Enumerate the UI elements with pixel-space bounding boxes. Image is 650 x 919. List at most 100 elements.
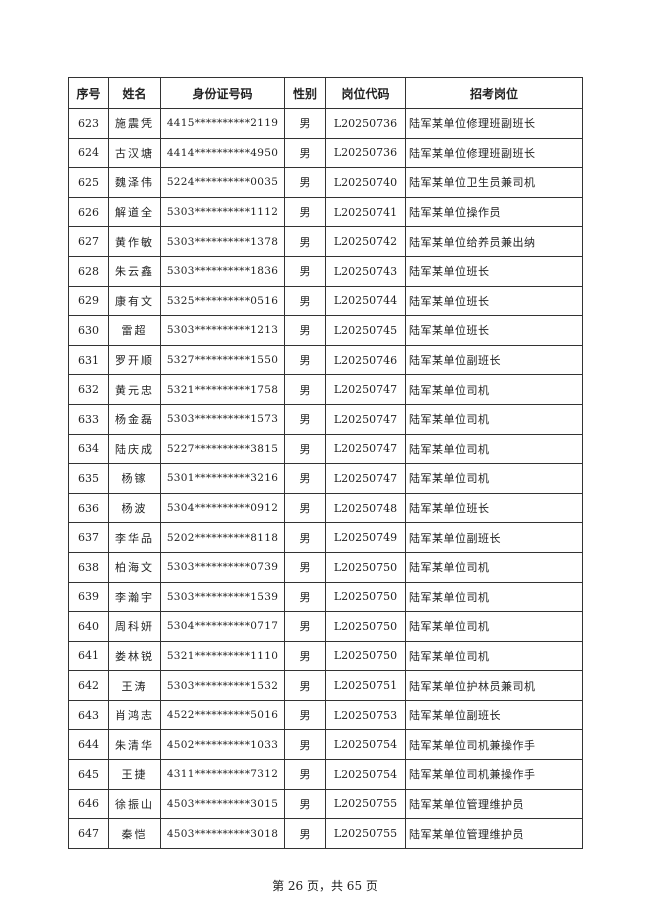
cell-name: 杨镓	[108, 463, 161, 494]
cell-gender: 男	[284, 492, 326, 524]
cell-name: 朱清华	[108, 729, 161, 761]
cell-post: 陆军某单位司机	[405, 463, 583, 494]
cell-id-number: 5303**********1539	[160, 581, 285, 613]
cell-post: 陆军某单位班长	[405, 285, 583, 317]
header-post: 招考岗位	[405, 77, 583, 109]
cell-post-code: L20250745	[325, 315, 406, 346]
cell-gender: 男	[284, 640, 326, 672]
cell-post: 陆军某单位给养员兼出纳	[405, 226, 583, 257]
cell-index: 625	[68, 167, 109, 198]
table-row: 627 黄作敏 5303**********1378 男 L20250742 陆军某单位给…	[68, 226, 583, 257]
candidate-table: 序号 姓名 身份证号码 性别 岗位代码 招考岗位 623 施震凭 4415*****…	[68, 77, 583, 849]
cell-gender: 男	[284, 581, 326, 613]
cell-id-number: 5202**********8118	[160, 522, 285, 553]
cell-index: 623	[68, 108, 109, 139]
cell-index: 627	[68, 226, 109, 257]
cell-post: 陆军某单位管理维护员	[405, 788, 583, 820]
table-row: 639 李瀚宇 5303**********1539 男 L20250750 陆军某单位司…	[68, 581, 583, 613]
cell-index: 626	[68, 196, 109, 228]
cell-name: 黄元忠	[108, 374, 161, 405]
table-row: 641 娄林锐 5321**********1110 男 L20250750 陆军某单位司…	[68, 640, 583, 672]
cell-index: 641	[68, 640, 109, 672]
table-row: 628 朱云鑫 5303**********1836 男 L20250743 陆军某单位班…	[68, 255, 583, 287]
cell-index: 643	[68, 699, 109, 731]
table-row: 623 施震凭 4415**********2119 男 L20250736 陆军某单位修…	[68, 108, 583, 139]
cell-post: 陆军某单位修理班副班长	[405, 108, 583, 139]
cell-post: 陆军某单位操作员	[405, 196, 583, 228]
cell-id-number: 5327**********1550	[160, 344, 285, 376]
page-footer: 第 26 页，共 65 页	[272, 879, 378, 893]
cell-name: 肖鸿志	[108, 699, 161, 731]
cell-id-number: 4502**********1033	[160, 729, 285, 761]
table-row: 642 王涛 5303**********1532 男 L20250751 陆军某单位护林…	[68, 670, 583, 701]
table-row: 625 魏泽伟 5224**********0035 男 L20250740 陆军某单位卫…	[68, 167, 583, 198]
cell-post: 陆军某单位管理维护员	[405, 818, 583, 849]
cell-name: 杨金磊	[108, 403, 161, 435]
cell-gender: 男	[284, 403, 326, 435]
cell-post-code: L20250741	[325, 196, 406, 228]
cell-post: 陆军某单位班长	[405, 492, 583, 524]
cell-index: 633	[68, 403, 109, 435]
cell-name: 王捷	[108, 759, 161, 790]
cell-post-code: L20250747	[325, 403, 406, 435]
cell-gender: 男	[284, 374, 326, 405]
cell-id-number: 5325**********0516	[160, 285, 285, 317]
cell-id-number: 4311**********7312	[160, 759, 285, 790]
table-row: 636 杨波 5304**********0912 男 L20250748 陆军某单位班长	[68, 492, 583, 524]
cell-index: 624	[68, 137, 109, 169]
cell-id-number: 5224**********0035	[160, 167, 285, 198]
header-gender: 性别	[284, 77, 326, 109]
table-row: 640 周科妍 5304**********0717 男 L20250750 陆军某单位司…	[68, 611, 583, 642]
cell-name: 秦恺	[108, 818, 161, 849]
cell-post-code: L20250747	[325, 463, 406, 494]
cell-index: 632	[68, 374, 109, 405]
cell-gender: 男	[284, 522, 326, 553]
cell-name: 徐振山	[108, 788, 161, 820]
table-row: 629 康有文 5325**********0516 男 L20250744 陆军某单位班…	[68, 285, 583, 317]
cell-gender: 男	[284, 167, 326, 198]
cell-gender: 男	[284, 670, 326, 701]
cell-gender: 男	[284, 108, 326, 139]
table-row: 645 王捷 4311**********7312 男 L20250754 陆军某单位司机…	[68, 759, 583, 790]
cell-post-code: L20250755	[325, 818, 406, 849]
cell-index: 636	[68, 492, 109, 524]
table-row: 643 肖鸿志 4522**********5016 男 L20250753 陆军某单位副…	[68, 699, 583, 731]
cell-post-code: L20250755	[325, 788, 406, 820]
cell-gender: 男	[284, 551, 326, 583]
cell-post: 陆军某单位班长	[405, 255, 583, 287]
cell-id-number: 5303**********1378	[160, 226, 285, 257]
cell-name: 李华品	[108, 522, 161, 553]
cell-gender: 男	[284, 255, 326, 287]
cell-post: 陆军某单位司机兼操作手	[405, 759, 583, 790]
cell-post: 陆军某单位司机	[405, 433, 583, 465]
cell-post-code: L20250748	[325, 492, 406, 524]
cell-post-code: L20250742	[325, 226, 406, 257]
cell-gender: 男	[284, 729, 326, 761]
cell-post: 陆军某单位副班长	[405, 699, 583, 731]
cell-index: 638	[68, 551, 109, 583]
cell-post: 陆军某单位班长	[405, 315, 583, 346]
cell-name: 杨波	[108, 492, 161, 524]
cell-id-number: 5321**********1758	[160, 374, 285, 405]
table-row: 624 古汉塘 4414**********4950 男 L20250736 陆军某单位修…	[68, 137, 583, 169]
cell-post: 陆军某单位司机	[405, 581, 583, 613]
cell-index: 645	[68, 759, 109, 790]
cell-post-code: L20250750	[325, 551, 406, 583]
table-row: 638 柏海文 5303**********0739 男 L20250750 陆军某单位司…	[68, 551, 583, 583]
table-row: 632 黄元忠 5321**********1758 男 L20250747 陆军某单位司…	[68, 374, 583, 405]
cell-post: 陆军某单位修理班副班长	[405, 137, 583, 169]
table-row: 647 秦恺 4503**********3018 男 L20250755 陆军某单位管理…	[68, 818, 583, 849]
cell-id-number: 5303**********1573	[160, 403, 285, 435]
cell-index: 639	[68, 581, 109, 613]
cell-index: 646	[68, 788, 109, 820]
cell-name: 解道全	[108, 196, 161, 228]
header-post-code: 岗位代码	[325, 77, 406, 109]
table-row: 633 杨金磊 5303**********1573 男 L20250747 陆军某单位司…	[68, 403, 583, 435]
cell-id-number: 5304**********0912	[160, 492, 285, 524]
cell-post-code: L20250743	[325, 255, 406, 287]
cell-gender: 男	[284, 137, 326, 169]
cell-id-number: 5303**********0739	[160, 551, 285, 583]
cell-name: 娄林锐	[108, 640, 161, 672]
cell-post-code: L20250750	[325, 611, 406, 642]
cell-post: 陆军某单位副班长	[405, 344, 583, 376]
